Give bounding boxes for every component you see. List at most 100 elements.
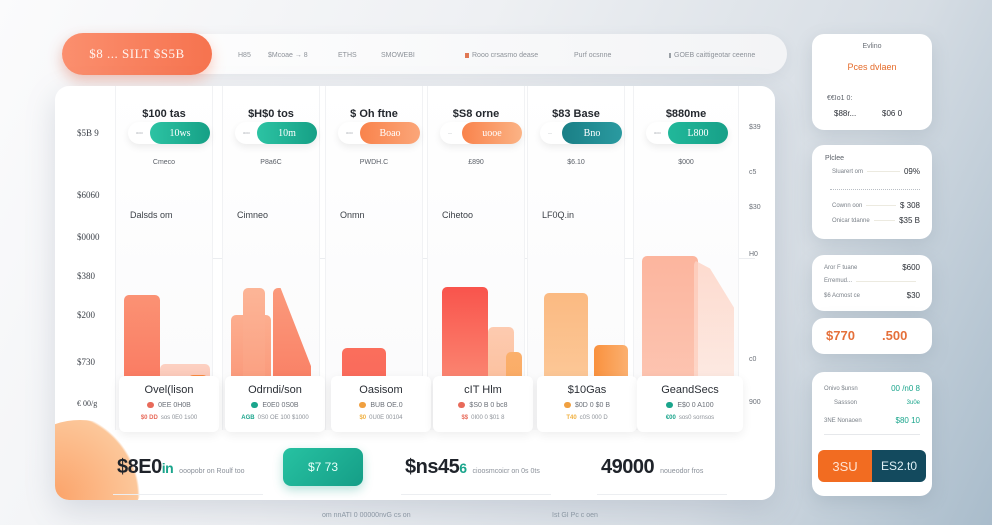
kpi-caption: noueodor fros bbox=[660, 468, 704, 475]
button-label: $7 73 bbox=[307, 460, 339, 474]
column-toggle[interactable]: ooo 10ws bbox=[128, 122, 210, 144]
details-card[interactable]: Plclee Sluarert om 09% Cownn oon $ 308 Oni… bbox=[812, 145, 932, 239]
kpi-accent: in bbox=[161, 460, 174, 476]
footer-text-right: Ist GI Pc c oen bbox=[552, 512, 598, 519]
legend-line: E0E0 0S0B bbox=[262, 402, 299, 409]
nav-label: $Mcoae → 8 bbox=[268, 52, 308, 59]
legend-card[interactable]: Odrndi/son E0E0 0S0B AGB 0S0 OE 100 $1000 bbox=[225, 376, 325, 432]
row-value: $30 bbox=[906, 291, 920, 300]
brand-button[interactable]: $8 ... SILT $S5B bbox=[62, 33, 212, 75]
divider bbox=[113, 494, 263, 495]
nav-item-3[interactable]: ETHS bbox=[338, 52, 357, 59]
total-left: $770 bbox=[826, 328, 855, 343]
brand-label: $8 ... SILT $S5B bbox=[89, 46, 185, 61]
card-value-left: $88r... bbox=[834, 109, 857, 118]
column-toggle[interactable]: — Bno bbox=[540, 122, 622, 144]
legend-card[interactable]: Oasisom BUB OE.0 $0 0U0E 00104 bbox=[331, 376, 431, 432]
totals-card[interactable]: $770 .500 bbox=[812, 318, 932, 354]
y-tick: $6060 bbox=[77, 190, 100, 200]
nav-item-5[interactable]: Rooo crsasmo dease bbox=[465, 52, 538, 59]
card-row: 3NE Nonaoen $80 10 bbox=[824, 416, 920, 425]
card-value-right: $06 0 bbox=[882, 109, 903, 118]
row-label: Erremud... bbox=[824, 278, 853, 284]
row-label: Sassson bbox=[834, 400, 858, 406]
nav-item-7[interactable]: GOEB caittigeotar ceenne bbox=[669, 52, 755, 59]
kpi-accent: 6 bbox=[459, 460, 467, 476]
column-toggle[interactable]: ooo L800 bbox=[646, 122, 728, 144]
legend-card[interactable]: cIT Hlm $S0 B 0 bc8 $$ 0I00 0 $01 8 bbox=[433, 376, 533, 432]
card-row: Cownn oon $ 308 bbox=[832, 201, 920, 210]
column-title: $100 tas bbox=[142, 108, 186, 120]
legend-tag: $$ bbox=[461, 415, 469, 421]
series-dot-icon bbox=[563, 402, 571, 409]
row-label: Onivo $unsn bbox=[824, 385, 858, 392]
row-label: Aror F tuane bbox=[824, 264, 858, 271]
y-tick: $200 bbox=[77, 310, 95, 320]
series-dot-icon bbox=[147, 402, 155, 409]
button-label: ES2.t0 bbox=[880, 459, 918, 473]
legend-card[interactable]: $10Gas $0D 0 $0 B T40 c0S 000 D bbox=[537, 376, 637, 432]
action-button-right[interactable]: ES2.t0 bbox=[872, 450, 926, 482]
kpi-value: $8E0 bbox=[117, 456, 162, 478]
chart-card: $5B 9 $6060 $0000 $380 $200 $730 € 00/g … bbox=[55, 86, 775, 500]
row-value: $80 10 bbox=[895, 416, 920, 425]
kpi-caption: ooopobr on Roulf too bbox=[179, 468, 245, 475]
legend-line: 0U0E 00104 bbox=[369, 415, 403, 421]
kpi-value: $ns45 bbox=[405, 456, 460, 478]
series-dot-icon bbox=[359, 402, 367, 409]
legend-title: Oasisom bbox=[359, 384, 403, 396]
y-tick: $5B 9 bbox=[77, 128, 99, 138]
card-subtitle: Pces dvlaen bbox=[847, 62, 897, 72]
column-toggle[interactable]: ooo Boao bbox=[338, 122, 420, 144]
nav-label: H85 bbox=[238, 52, 251, 59]
nav-label: GOEB caittigeotar ceenne bbox=[674, 52, 756, 59]
y-tick-right: $39 bbox=[749, 124, 761, 131]
breakdown-card[interactable]: Aror F tuane $600 Erremud... $6 Acmost ce… bbox=[812, 255, 932, 311]
nav-label: Rooo crsasmo dease bbox=[472, 52, 539, 59]
column-toggle[interactable]: ooo 10m bbox=[235, 122, 317, 144]
legend-card[interactable]: GeandSecs E$0 0 A100 €00 sos0 sornsos bbox=[637, 376, 743, 432]
toggle-off-label: ooo bbox=[243, 130, 250, 135]
legend-line: E$0 0 A100 bbox=[677, 402, 714, 409]
row-label: $6 Acmost ce bbox=[824, 292, 861, 299]
toggle-off-label: — bbox=[548, 130, 552, 135]
legend-title: Ovel(lison bbox=[144, 384, 194, 396]
summary-card[interactable]: Evlino Pces dvlaen €€Io1 0: $88r... $06 … bbox=[812, 34, 932, 130]
row-value: 3u0e bbox=[906, 400, 920, 406]
column-title: $880me bbox=[665, 108, 707, 120]
card-title: Plclee bbox=[825, 155, 845, 162]
card-row: Erremud... bbox=[824, 278, 920, 284]
button-label: 3SU bbox=[832, 458, 858, 474]
nav-item-2[interactable]: $Mcoae → 8 bbox=[268, 52, 308, 59]
column-toggle[interactable]: — uooe bbox=[440, 122, 522, 144]
column-subtitle: Cmeco bbox=[152, 159, 176, 166]
kpi-value: 49000 bbox=[601, 456, 655, 478]
category-label: Onmn bbox=[340, 210, 365, 220]
y-tick: $380 bbox=[77, 271, 95, 281]
series-dot-icon bbox=[458, 402, 466, 409]
legend-tag: T40 bbox=[566, 415, 577, 421]
toggle-off-label: ooo bbox=[136, 130, 143, 135]
toggle-knob: L800 bbox=[668, 122, 728, 144]
legend-line: BUB OE.0 bbox=[370, 402, 403, 409]
row-label: Sluarert om bbox=[832, 168, 864, 175]
legend-title: Odrndi/son bbox=[248, 384, 302, 396]
row-value: 00 /n0 8 bbox=[891, 384, 920, 393]
legend-title: GeandSecs bbox=[661, 384, 719, 396]
column-title: $S8 orne bbox=[452, 108, 500, 120]
legend-tag: €00 bbox=[665, 415, 676, 421]
nav-item-4[interactable]: SMOWEBI bbox=[381, 52, 415, 59]
action-button-left[interactable]: 3SU bbox=[818, 450, 872, 482]
kpi-action-button[interactable]: $7 73 bbox=[283, 448, 363, 486]
column-title: $ Oh ftne bbox=[350, 108, 398, 120]
total-right: .500 bbox=[882, 328, 908, 343]
nav-item-1[interactable]: H85 bbox=[238, 52, 251, 59]
y-tick: $730 bbox=[77, 357, 95, 367]
legend-card[interactable]: Ovel(lison 0EE 0H0B $0 DD sos 0E0 1s00 bbox=[119, 376, 219, 432]
kpi-row: $8E0in ooopobr on Roulf too $7 73 $ns456 c… bbox=[55, 448, 775, 495]
row-value: 09% bbox=[903, 167, 920, 176]
divider bbox=[597, 494, 727, 495]
row-value: $35 B bbox=[899, 216, 920, 225]
nav-item-6[interactable]: Purf ocsnne bbox=[574, 52, 611, 59]
divider bbox=[401, 494, 551, 495]
